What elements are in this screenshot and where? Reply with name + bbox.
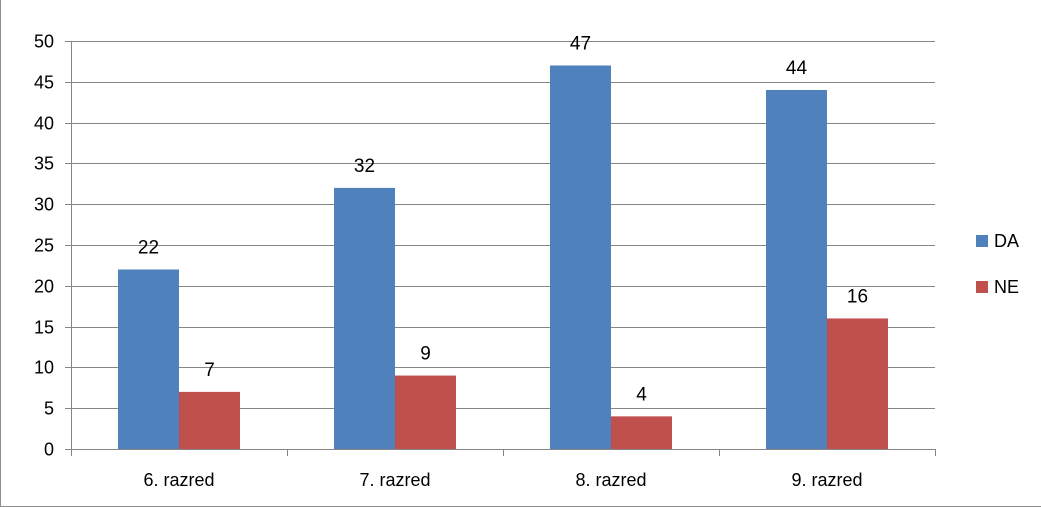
legend-label-da: DA [994,231,1019,251]
legend-swatch-da [976,235,988,247]
bar-da [766,89,827,450]
y-tick-label: 15 [34,318,54,338]
data-label: 4 [636,384,647,405]
bars [118,65,888,450]
bar-ne [827,318,888,449]
data-label: 47 [570,33,591,54]
y-tick-label: 10 [34,358,54,378]
legend: DA NE [976,231,1019,297]
bar-ne [179,391,240,449]
bar-ne [395,375,456,449]
y-tick-label: 30 [34,195,54,215]
data-label: 22 [138,237,159,258]
y-tick-label: 20 [34,277,54,297]
data-label: 9 [420,344,431,365]
axes: 0 5 10 15 20 25 30 35 40 45 50 6. razred 7. razred 8.… [34,32,936,490]
y-tick-label: 50 [34,32,54,52]
legend-swatch-ne [976,281,988,293]
bar-da [118,269,179,449]
x-tick-label: 7. razred [359,470,430,490]
y-tick-label: 40 [34,114,54,134]
x-tick-label: 6. razred [143,470,214,490]
y-tick-label: 25 [34,236,54,256]
y-tick-label: 5 [44,399,54,419]
x-tick-label: 9. razred [791,470,862,490]
data-label: 7 [204,360,215,381]
data-label: 32 [354,156,375,177]
data-label: 44 [786,58,808,79]
y-tick-label: 0 [44,440,54,460]
x-tick-label: 8. razred [575,470,646,490]
bar-da [334,187,395,449]
data-label: 16 [847,286,868,307]
bar-ne [611,416,672,449]
legend-label-ne: NE [994,277,1019,297]
y-tick-label: 35 [34,154,54,174]
bar-da [550,65,611,449]
y-tick-label: 45 [34,73,54,93]
